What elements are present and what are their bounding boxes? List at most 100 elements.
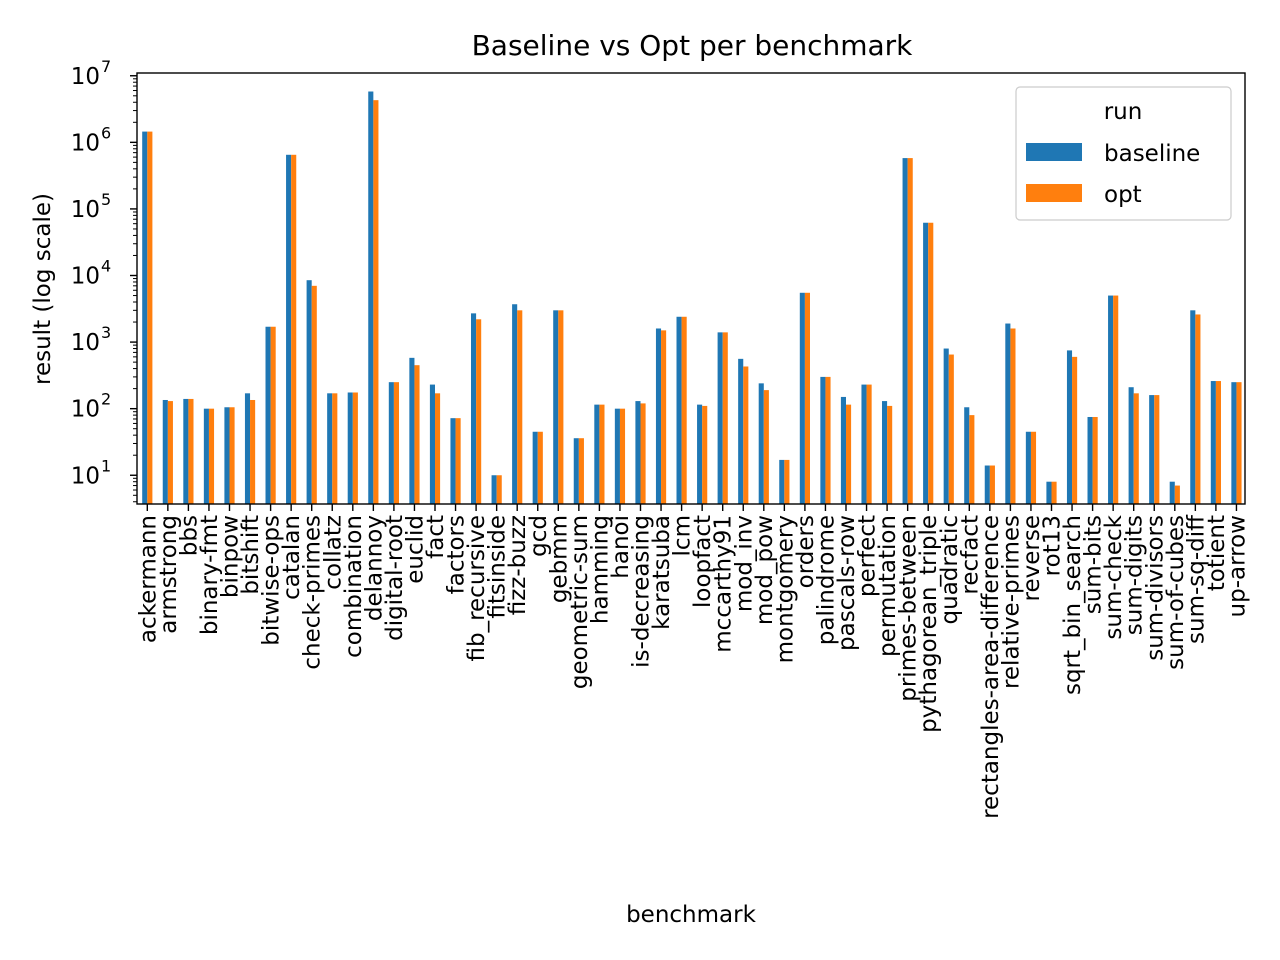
x-tick-label: is-decreasing <box>629 515 655 668</box>
bar-baseline-geometric-sum <box>573 438 579 504</box>
bar-baseline-pythagorean_triple <box>923 222 929 505</box>
bar-baseline-palindrome <box>820 376 826 504</box>
bar-baseline-lcm <box>676 316 682 504</box>
bar-opt-rectangles-area-difference <box>989 465 995 504</box>
y-tick-label: 10 <box>71 64 100 90</box>
bar-baseline-loopfact <box>697 404 703 504</box>
bar-baseline-sum-digits <box>1128 387 1134 504</box>
bar-baseline-bitshift <box>244 393 251 504</box>
legend-title: run <box>1104 99 1143 125</box>
bar-opt-orders <box>804 292 810 504</box>
x-axis-label: benchmark <box>626 902 757 928</box>
bar-baseline-binpow <box>224 407 230 504</box>
bar-opt-sum-of-cubes <box>1174 485 1180 504</box>
bar-opt-sum-sq-diff <box>1195 314 1201 504</box>
bar-baseline-sqrt_bin_search <box>1066 350 1073 504</box>
y-tick-exponent: 3 <box>101 323 111 342</box>
bar-baseline-orders <box>799 292 805 504</box>
bar-opt-check-primes <box>311 285 317 504</box>
legend: run baseline opt <box>1015 86 1232 221</box>
x-tick-label: lcm <box>670 515 696 556</box>
bar-baseline-fib_recursive <box>471 313 477 504</box>
legend-label-baseline: baseline <box>1104 141 1200 167</box>
y-tick-exponent: 6 <box>101 123 111 142</box>
bar-opt-armstrong <box>167 401 173 504</box>
bar-baseline-euclid <box>409 357 415 504</box>
bar-opt-delannoy <box>373 100 379 504</box>
bar-opt-loopfact <box>702 405 708 504</box>
bar-baseline-fizz-buzz <box>512 304 518 504</box>
x-tick-label: perfect <box>855 515 881 597</box>
x-tick-label: loopfact <box>690 515 716 608</box>
bar-baseline-digital-root <box>388 382 394 504</box>
x-tick-label: euclid <box>402 515 428 584</box>
x-tick-label: reverse <box>1019 515 1045 601</box>
x-tick-label: up-arrow <box>1224 515 1250 617</box>
bar-opt-bitshift <box>250 399 256 504</box>
bars-group <box>142 91 1242 505</box>
x-tick-label: sum-of-cubes <box>1163 515 1189 670</box>
x-tick-label: mccarthy91 <box>711 515 737 653</box>
bar-baseline-delannoy <box>368 91 374 504</box>
bar-opt-hanoi <box>619 408 626 504</box>
y-tick-exponent: 2 <box>101 390 111 409</box>
x-tick-label: bitwise-ops <box>259 515 285 646</box>
y-tick-exponent: 4 <box>101 257 111 276</box>
bar-baseline-fitsinside <box>491 475 497 504</box>
bar-baseline-pascals-row <box>840 396 846 504</box>
bar-opt-pythagorean_triple <box>928 222 934 505</box>
y-tick-label: 10 <box>71 264 100 290</box>
bar-baseline-is-decreasing <box>635 401 641 504</box>
bar-opt-collatz <box>332 393 338 504</box>
x-tick-label: combination <box>341 515 367 658</box>
bar-baseline-mod_pow <box>758 383 764 504</box>
x-tick-label: fizz-buzz <box>505 515 531 615</box>
x-tick-label: armstrong <box>156 515 182 634</box>
bar-baseline-ackermann <box>142 131 148 504</box>
bar-baseline-quadratic <box>943 348 949 504</box>
x-tick-label: sum-check <box>1101 514 1127 639</box>
x-tick-label: quadratic <box>937 515 963 624</box>
legend-swatch-baseline <box>1026 143 1082 161</box>
x-tick-label: hanoi <box>608 515 634 579</box>
bar-opt-pascals-row <box>846 404 852 504</box>
bar-opt-reverse <box>1030 431 1037 504</box>
bar-baseline-check-primes <box>306 280 312 504</box>
bar-opt-mod_inv <box>743 366 749 504</box>
x-tick-label: pascals-row <box>834 515 860 651</box>
bar-baseline-catalan <box>286 154 292 505</box>
x-tick-label: rectangles-area-difference <box>978 515 1004 819</box>
bar-baseline-totient <box>1210 381 1216 504</box>
bar-opt-geometric-sum <box>578 438 584 504</box>
bar-opt-rot13 <box>1051 481 1057 504</box>
bar-baseline-sum-check <box>1108 295 1114 504</box>
bar-baseline-sum-of-cubes <box>1169 481 1175 504</box>
bar-opt-sum-divisors <box>1154 395 1160 504</box>
bar-opt-karatsuba <box>661 330 667 504</box>
y-axis-label: result (log scale) <box>30 193 56 385</box>
bar-baseline-binary-fmt <box>203 408 209 504</box>
y-tick-label: 10 <box>71 130 100 156</box>
bar-baseline-recfact <box>964 407 970 504</box>
bar-opt-binpow <box>229 407 235 504</box>
bar-baseline-bbs <box>183 398 189 504</box>
bar-opt-mod_pow <box>763 390 769 504</box>
bar-baseline-sum-sq-diff <box>1190 310 1196 504</box>
x-tick-label: palindrome <box>813 515 839 645</box>
bar-opt-mccarthy91 <box>722 332 728 504</box>
x-tick-label: catalan <box>279 515 305 600</box>
bar-baseline-sum-divisors <box>1149 395 1155 504</box>
bar-opt-permutation <box>887 405 893 504</box>
x-tick-label: sum-bits <box>1081 515 1107 614</box>
bar-baseline-montgomery <box>779 459 785 504</box>
bar-opt-sum-digits <box>1133 393 1139 504</box>
chart-title: Baseline vs Opt per benchmark <box>472 29 914 62</box>
bar-baseline-mccarthy91 <box>717 332 723 504</box>
x-tick-label: sum-sq-diff <box>1183 514 1209 644</box>
x-tick-label: fact <box>423 515 449 559</box>
bar-opt-fizz-buzz <box>517 310 523 504</box>
bar-opt-lcm <box>681 316 687 504</box>
bar-baseline-combination <box>347 392 353 504</box>
bar-baseline-hamming <box>594 404 600 504</box>
